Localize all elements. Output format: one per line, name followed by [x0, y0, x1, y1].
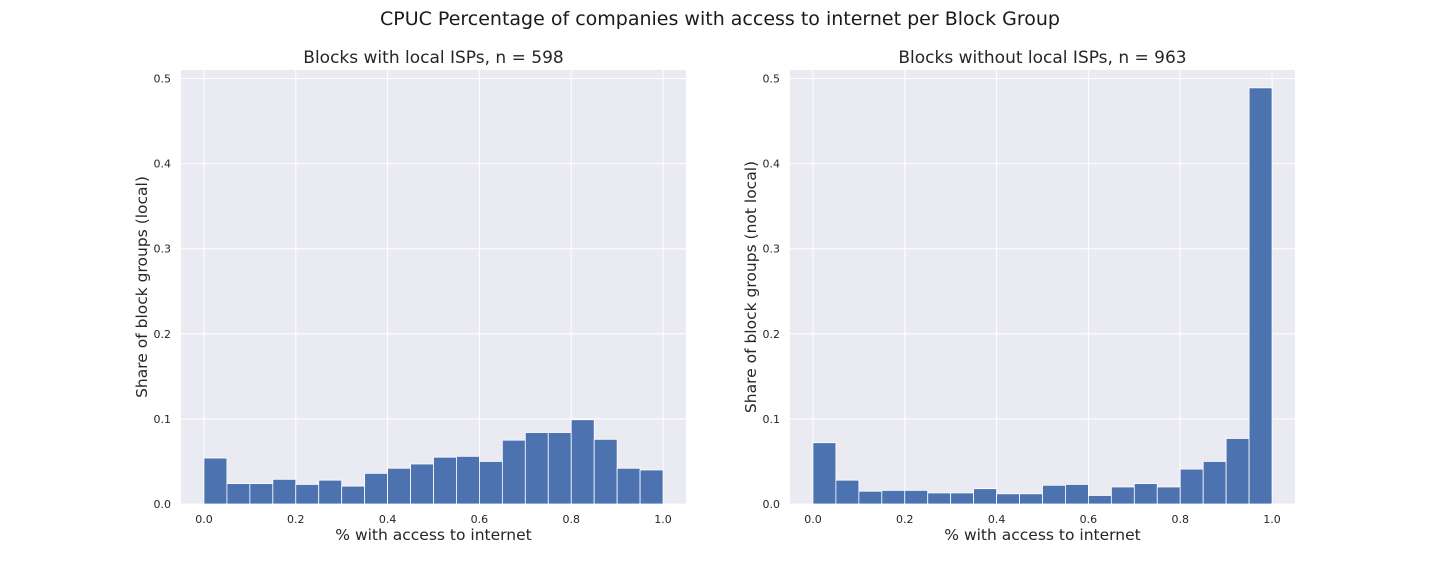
plot-area [790, 70, 1295, 504]
histogram-bar [272, 478, 297, 505]
x-tick-label: 1.0 [1263, 513, 1281, 526]
histogram-bar [433, 456, 457, 505]
histogram-bar [226, 483, 251, 505]
histogram-bar [547, 432, 572, 505]
subplot-left: 0.0 0.2 0.4 0.6 0.8 1.0 0.0 0.1 0.2 0.3 0.4 0.5 Bloc… [133, 48, 686, 544]
y-tick-label: 0.1 [154, 413, 172, 426]
x-axis-label: % with access to internet [944, 526, 1140, 544]
x-tick-label: 0.8 [562, 513, 580, 526]
histogram-bar [364, 472, 388, 505]
histogram-bar [835, 479, 860, 505]
x-tick-label: 0.2 [287, 513, 305, 526]
y-axis-label: Share of block groups (not local) [742, 161, 760, 413]
x-tick-label: 0.0 [804, 513, 822, 526]
histogram-bar [858, 490, 883, 505]
x-tick-label: 0.0 [195, 513, 213, 526]
histogram-bar [1225, 438, 1250, 505]
x-tick-label: 0.2 [896, 513, 914, 526]
histogram-bar [341, 485, 366, 505]
histogram-bar [812, 442, 837, 505]
histogram-bar [616, 467, 641, 505]
histogram-bar [927, 492, 952, 505]
histogram-bar [249, 483, 274, 505]
histogram-bar [203, 457, 228, 505]
histogram-bar [1248, 87, 1273, 505]
x-tick-label: 0.4 [379, 513, 397, 526]
x-axis-label: % with access to internet [335, 526, 531, 544]
histogram-bar [1019, 493, 1043, 505]
histogram-bar [318, 479, 343, 505]
x-tick-label: 0.4 [988, 513, 1006, 526]
y-tick-label: 0.3 [763, 243, 781, 256]
x-tick-label: 1.0 [654, 513, 672, 526]
histogram-bar [456, 455, 480, 505]
histogram-bar [524, 432, 549, 505]
histogram-bar [1042, 484, 1066, 505]
x-tick-label: 0.6 [1080, 513, 1098, 526]
y-axis-label: Share of block groups (local) [133, 176, 151, 398]
histogram-bar [1202, 461, 1227, 505]
y-tick-label: 0.3 [154, 243, 172, 256]
histogram-bar [1110, 486, 1135, 505]
histogram-bar [479, 461, 503, 505]
histogram-bar [639, 469, 664, 505]
subplot-right: 0.0 0.2 0.4 0.6 0.8 1.0 0.0 0.1 0.2 0.3 0.4 0.5 Bloc… [742, 48, 1295, 544]
x-tick-label: 0.8 [1171, 513, 1189, 526]
histogram-bar [295, 484, 320, 505]
histogram-bar [1133, 483, 1158, 505]
histogram-bar [1179, 468, 1204, 505]
y-tick-label: 0.2 [763, 328, 781, 341]
y-tick-label: 0.5 [154, 73, 172, 86]
x-tick-label: 0.6 [471, 513, 489, 526]
histogram-bar [904, 489, 929, 505]
histogram-bar [950, 492, 975, 505]
y-tick-label: 0.4 [154, 158, 172, 171]
subplot-title: Blocks without local ISPs, n = 963 [898, 48, 1186, 68]
y-tick-label: 0.0 [763, 498, 781, 511]
y-tick-label: 0.0 [154, 498, 172, 511]
subplot-title: Blocks with local ISPs, n = 598 [303, 48, 563, 68]
histogram-bar [1088, 495, 1112, 505]
plot-area [181, 70, 686, 504]
histogram-bar [996, 493, 1020, 505]
y-tick-label: 0.5 [763, 73, 781, 86]
histogram-bar [1065, 484, 1089, 505]
y-tick-label: 0.2 [154, 328, 172, 341]
figure-suptitle: CPUC Percentage of companies with access… [379, 8, 1060, 30]
histogram-bar [973, 488, 997, 505]
histogram-bar [501, 439, 526, 505]
histogram-bar [593, 438, 618, 505]
histogram-bar [387, 467, 411, 505]
y-tick-label: 0.4 [763, 158, 781, 171]
histogram-bar [881, 489, 906, 505]
y-tick-label: 0.1 [763, 413, 781, 426]
histogram-bar [570, 419, 595, 505]
histogram-bar [410, 463, 434, 505]
histogram-bar [1156, 486, 1181, 505]
